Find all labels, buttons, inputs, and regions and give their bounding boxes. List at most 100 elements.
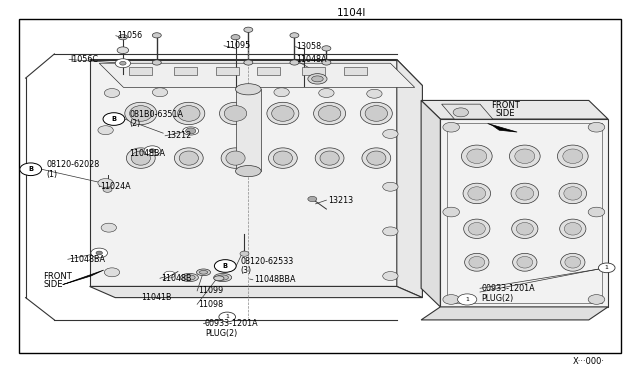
- Ellipse shape: [308, 74, 327, 84]
- Polygon shape: [488, 124, 517, 132]
- Ellipse shape: [511, 183, 538, 204]
- Ellipse shape: [467, 149, 487, 164]
- Ellipse shape: [563, 149, 583, 164]
- Circle shape: [588, 295, 605, 304]
- Ellipse shape: [517, 256, 532, 268]
- Text: 11048BBA: 11048BBA: [254, 275, 296, 284]
- Ellipse shape: [461, 145, 492, 167]
- Circle shape: [214, 260, 236, 272]
- Ellipse shape: [236, 84, 261, 95]
- Ellipse shape: [179, 151, 198, 165]
- Ellipse shape: [516, 187, 534, 200]
- Text: FRONT: FRONT: [44, 272, 72, 281]
- Ellipse shape: [564, 222, 581, 235]
- Circle shape: [367, 89, 382, 98]
- Text: 11098: 11098: [198, 300, 223, 309]
- Polygon shape: [397, 60, 422, 298]
- Circle shape: [443, 207, 460, 217]
- Text: 11095: 11095: [225, 41, 250, 50]
- Text: 13058: 13058: [296, 42, 321, 51]
- Ellipse shape: [125, 102, 157, 125]
- Text: 1: 1: [225, 314, 229, 320]
- Polygon shape: [442, 104, 493, 119]
- Polygon shape: [90, 60, 397, 286]
- Circle shape: [117, 47, 129, 54]
- Ellipse shape: [463, 219, 490, 238]
- Polygon shape: [216, 67, 239, 75]
- Circle shape: [453, 108, 468, 117]
- Ellipse shape: [178, 106, 200, 121]
- Ellipse shape: [184, 275, 195, 280]
- Bar: [236, 89, 261, 171]
- Text: 11099: 11099: [198, 286, 223, 295]
- Ellipse shape: [225, 106, 247, 121]
- Circle shape: [319, 89, 334, 97]
- Ellipse shape: [463, 183, 491, 204]
- Text: FRONT: FRONT: [492, 101, 520, 110]
- Circle shape: [96, 251, 102, 255]
- Text: 00933-1201A: 00933-1201A: [205, 319, 259, 328]
- Circle shape: [104, 268, 120, 277]
- Circle shape: [443, 122, 460, 132]
- Text: 13213: 13213: [328, 196, 353, 205]
- Ellipse shape: [314, 102, 346, 125]
- Ellipse shape: [465, 253, 489, 271]
- Circle shape: [308, 196, 317, 202]
- Ellipse shape: [362, 148, 390, 168]
- Ellipse shape: [557, 145, 588, 167]
- Polygon shape: [421, 307, 608, 320]
- Circle shape: [588, 207, 605, 217]
- Circle shape: [186, 128, 196, 134]
- Ellipse shape: [220, 102, 252, 125]
- Ellipse shape: [174, 148, 204, 168]
- Circle shape: [120, 61, 126, 65]
- Text: SIDE: SIDE: [496, 109, 515, 118]
- Polygon shape: [440, 119, 608, 307]
- Circle shape: [103, 113, 125, 125]
- Ellipse shape: [469, 256, 484, 268]
- Polygon shape: [174, 67, 197, 75]
- Ellipse shape: [131, 151, 150, 165]
- Polygon shape: [421, 100, 608, 119]
- Circle shape: [103, 187, 112, 192]
- Text: 11056: 11056: [117, 31, 142, 40]
- Text: B: B: [223, 263, 228, 269]
- Text: 11048B: 11048B: [161, 274, 192, 283]
- Circle shape: [104, 89, 120, 97]
- Circle shape: [152, 88, 168, 97]
- Ellipse shape: [564, 187, 582, 200]
- Text: SIDE: SIDE: [44, 280, 63, 289]
- Circle shape: [244, 60, 253, 65]
- Ellipse shape: [180, 273, 198, 282]
- Text: B: B: [111, 116, 116, 122]
- Ellipse shape: [200, 270, 207, 274]
- Circle shape: [383, 182, 398, 191]
- Text: 11048A: 11048A: [296, 55, 326, 64]
- Text: I1056C: I1056C: [70, 55, 99, 64]
- Ellipse shape: [236, 166, 261, 177]
- Circle shape: [322, 46, 331, 51]
- Circle shape: [458, 294, 477, 305]
- Ellipse shape: [196, 269, 211, 276]
- Ellipse shape: [127, 148, 156, 168]
- Ellipse shape: [559, 219, 586, 238]
- Ellipse shape: [217, 275, 228, 280]
- Ellipse shape: [214, 273, 232, 282]
- Circle shape: [144, 146, 161, 155]
- Polygon shape: [99, 63, 415, 87]
- Circle shape: [240, 251, 249, 256]
- Ellipse shape: [130, 106, 152, 121]
- Ellipse shape: [565, 256, 580, 268]
- Text: 13212: 13212: [166, 131, 191, 140]
- Ellipse shape: [312, 76, 323, 82]
- Text: PLUG(2): PLUG(2): [205, 329, 237, 338]
- Circle shape: [588, 122, 605, 132]
- Ellipse shape: [319, 106, 341, 121]
- Circle shape: [443, 295, 460, 304]
- Ellipse shape: [509, 145, 540, 167]
- Ellipse shape: [365, 106, 388, 121]
- Ellipse shape: [513, 253, 537, 271]
- Ellipse shape: [468, 222, 485, 235]
- Circle shape: [383, 272, 398, 280]
- Circle shape: [152, 33, 161, 38]
